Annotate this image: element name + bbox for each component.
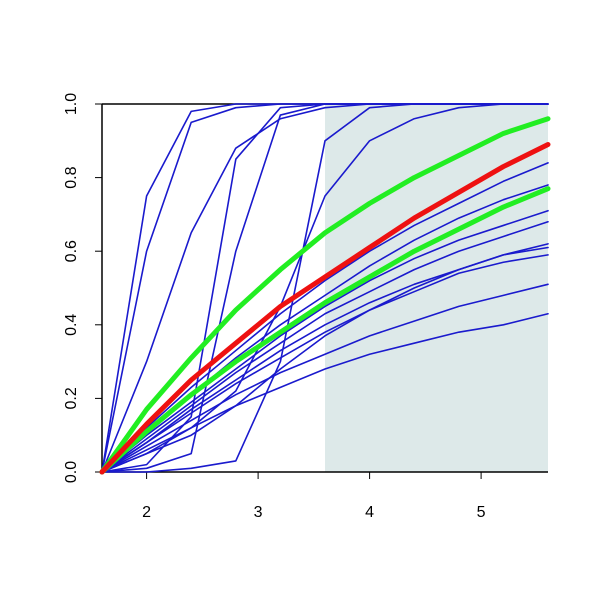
curve — [101, 220, 549, 473]
y-tick-label: 1.0 — [63, 93, 80, 115]
y-tick-label: 0.4 — [63, 314, 80, 336]
curve — [101, 162, 549, 473]
x-tick-label: 4 — [365, 504, 374, 521]
x-tick-label: 5 — [477, 504, 486, 521]
curve — [101, 246, 549, 473]
y-tick-label: 0.0 — [63, 461, 80, 483]
curve — [101, 103, 549, 473]
curve — [99, 186, 551, 475]
curve — [101, 254, 549, 473]
curve — [101, 312, 549, 473]
curve — [99, 141, 551, 475]
y-tick-label: 0.2 — [63, 387, 80, 409]
curve — [101, 103, 549, 473]
curve — [101, 209, 549, 473]
curve — [101, 283, 549, 473]
y-tick-label: 0.6 — [63, 240, 80, 262]
x-tick-label: 3 — [254, 504, 263, 521]
curve — [99, 116, 551, 475]
y-tick-label: 0.8 — [63, 166, 80, 188]
x-tick-label: 2 — [142, 504, 151, 521]
